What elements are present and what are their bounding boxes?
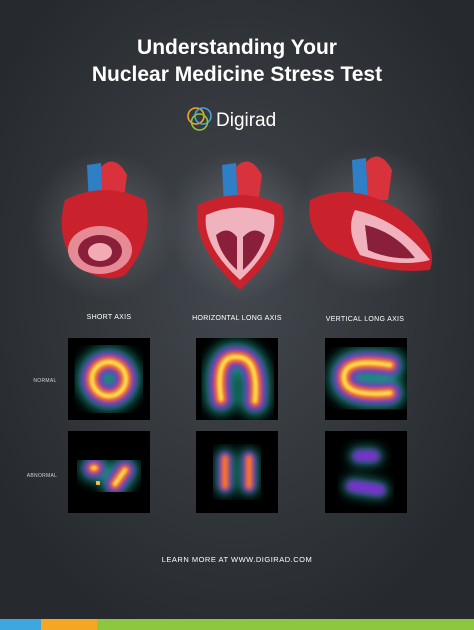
aorta — [366, 156, 392, 200]
color-bar — [0, 619, 41, 630]
heart — [165, 150, 315, 300]
scan-image — [204, 342, 271, 416]
scan — [325, 338, 407, 420]
scan-intensity — [91, 466, 127, 486]
scans — [68, 338, 407, 513]
scan-intensity — [89, 360, 128, 398]
scan-intensity — [341, 360, 392, 396]
aorta — [236, 161, 262, 205]
logo — [187, 107, 212, 131]
scan-image — [329, 347, 405, 409]
scan-image — [79, 454, 139, 498]
chamber — [243, 230, 265, 270]
column-label: VERTICAL LONG AXIS — [326, 316, 405, 323]
row-label: NORMAL — [33, 378, 56, 384]
scan-image — [77, 347, 141, 411]
scan — [68, 431, 150, 513]
cavity — [88, 243, 112, 261]
vessel — [222, 163, 238, 205]
vessel — [352, 158, 368, 200]
scan-frame — [196, 431, 278, 513]
hearts — [30, 145, 445, 300]
brand: Digirad — [216, 110, 276, 131]
title-line: Understanding Your — [137, 36, 337, 59]
scan — [196, 431, 278, 513]
column-label: SHORT AXIS — [87, 314, 132, 321]
scan-image — [216, 449, 258, 495]
heart — [30, 150, 180, 300]
chamber — [216, 230, 237, 270]
footer-link[interactable]: LEARN MORE AT WWW.DIGIRAD.COM — [162, 555, 312, 564]
scan-intensity — [217, 354, 258, 403]
scan-image — [343, 447, 389, 499]
row-label: ABNORMAL — [27, 473, 57, 479]
title-line: Nuclear Medicine Stress Test — [92, 63, 382, 86]
scan — [196, 338, 278, 420]
heart — [295, 145, 445, 295]
color-bar — [97, 619, 474, 630]
scan-intensity — [95, 480, 101, 486]
scan-intensity — [221, 454, 253, 490]
color-bar — [41, 619, 97, 630]
chamber — [365, 225, 415, 259]
column-label: HORIZONTAL LONG AXIS — [192, 315, 282, 322]
logo-ring — [190, 113, 209, 131]
scan — [68, 338, 150, 420]
section — [205, 207, 275, 280]
scan — [325, 431, 407, 513]
